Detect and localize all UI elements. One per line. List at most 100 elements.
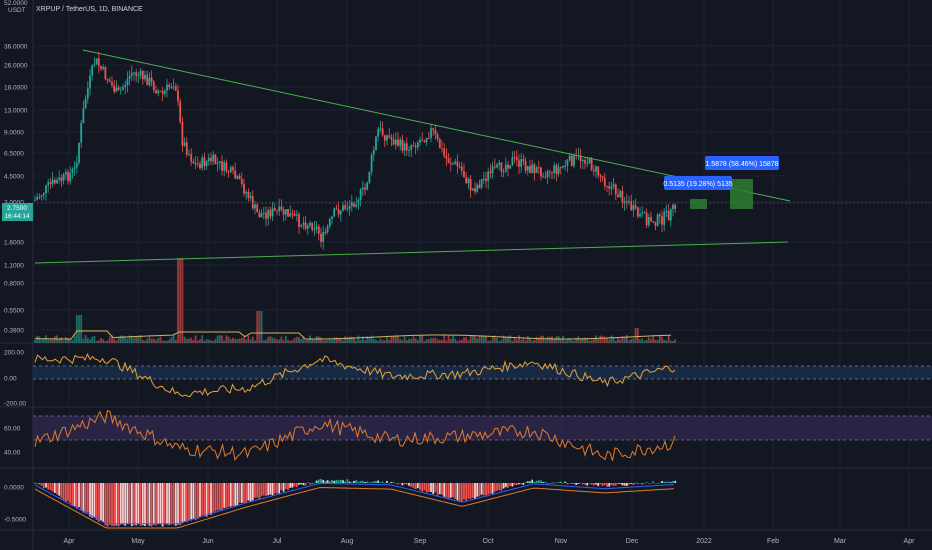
macd-hist-bar [84,483,87,514]
volume-bar [128,335,131,343]
candle-body [469,179,472,191]
volume-bar [38,336,41,343]
macd-hist-bar [348,481,351,483]
candle-body [515,157,518,161]
candle-body [71,169,74,174]
target2-box[interactable] [730,179,753,209]
volume-bar [67,338,69,343]
candle-body [544,176,547,178]
volume-bar [273,338,276,343]
macd-hist-bar [381,481,384,483]
macd-hist-bar [579,482,582,484]
candle-body [269,210,272,217]
candle-body [410,145,413,151]
volume-bar [623,337,626,343]
macd-hist-bar [135,483,138,526]
price-tick-label: 0.5500 [4,308,24,315]
candle-body [617,194,619,198]
time-axis[interactable]: Apr May Jun Jul Aug Sep Oct Nov Dec 2022 Feb Mar Apr [64,538,916,545]
volume-bar [665,340,668,343]
lower-trendline[interactable] [34,241,789,264]
candle-body [493,166,496,168]
volume-bar [509,335,512,343]
volume-bar [320,337,322,343]
macd-hist-bar [454,483,457,499]
candle-body [542,176,545,178]
target1-label[interactable]: 0.5135 (19.28%) 5135 [663,176,733,190]
volume-bar [570,340,573,343]
macd-hist-bar [608,483,611,487]
macd-hist-bar [91,483,94,518]
price-tick-label: 26.0000 [4,63,28,70]
target1-box[interactable] [690,199,707,209]
macd-hist-bar [67,483,69,501]
macd-hist-bar [577,483,580,484]
macd-hist-bar [555,482,558,484]
candle-body [513,157,516,159]
macd-hist-bar [119,483,122,525]
macd-hist-bar [47,483,50,490]
macd-hist-bar [128,483,131,524]
macd-hist-bar [590,483,593,485]
candle-body [130,72,133,76]
candle-body [166,84,168,91]
macd-hist-bar [526,481,529,483]
candle-body [82,108,85,124]
candle-body [245,191,248,194]
candle-body [533,164,536,174]
macd-hist-bar [636,483,639,484]
volume-bar [359,340,362,343]
macd-hist-bar [97,483,100,522]
volume-bar [658,335,661,343]
upper-trendline[interactable] [82,49,791,202]
candle-body [291,213,294,215]
macd-hist-bar [630,483,633,484]
volume-bar [518,335,520,343]
volume-bar [386,337,388,343]
candle-body [249,196,252,198]
macd-hist-bar [295,483,298,487]
volume-bar [69,338,72,343]
candle-body [465,177,468,184]
cci-axis: 200.00 0.00 -200.00 [4,350,26,408]
candle-body [179,101,182,122]
macd-hist-bar [130,483,133,527]
candle-body [304,222,307,229]
candle-body [502,171,505,173]
target2-label[interactable]: 1.5878 (58.46%) 15878 [705,156,779,170]
candle-body [174,86,177,91]
macd-hist-bar [199,483,201,518]
candle-body [210,157,212,162]
candle-body [240,178,243,184]
macd-hist-bar [155,483,157,526]
volume-bar [375,339,377,343]
candle-body [159,90,162,92]
macd-hist-bar [471,483,474,498]
volume-bar [592,337,595,343]
candle-body [452,163,454,165]
candle-body [500,162,503,172]
macd-hist-bar [456,483,459,501]
candle-body [394,139,397,145]
macd-hist-bar [566,483,569,485]
volume-bar [478,336,481,343]
candle-body [212,154,215,162]
candle-body [80,123,83,143]
volume-bar [597,338,600,343]
macd-hist-bar [603,483,606,485]
candle-body [478,184,481,188]
volume-bar [122,335,124,343]
macd-hist-bar [562,483,564,484]
macd-hist-bar [509,483,512,486]
volume-bar [372,338,375,343]
candle-body [311,222,314,230]
macd-hist-bar [69,483,72,504]
candle-body [412,145,415,147]
macd-hist-bar [137,483,140,524]
macd-hist-bar [238,483,241,503]
target2-label-text: 1.5878 (58.46%) 15878 [705,161,778,168]
macd-hist-bar [196,483,199,519]
volume-bar [355,340,358,343]
target1-label-text: 0.5135 (19.28%) 5135 [663,181,732,188]
